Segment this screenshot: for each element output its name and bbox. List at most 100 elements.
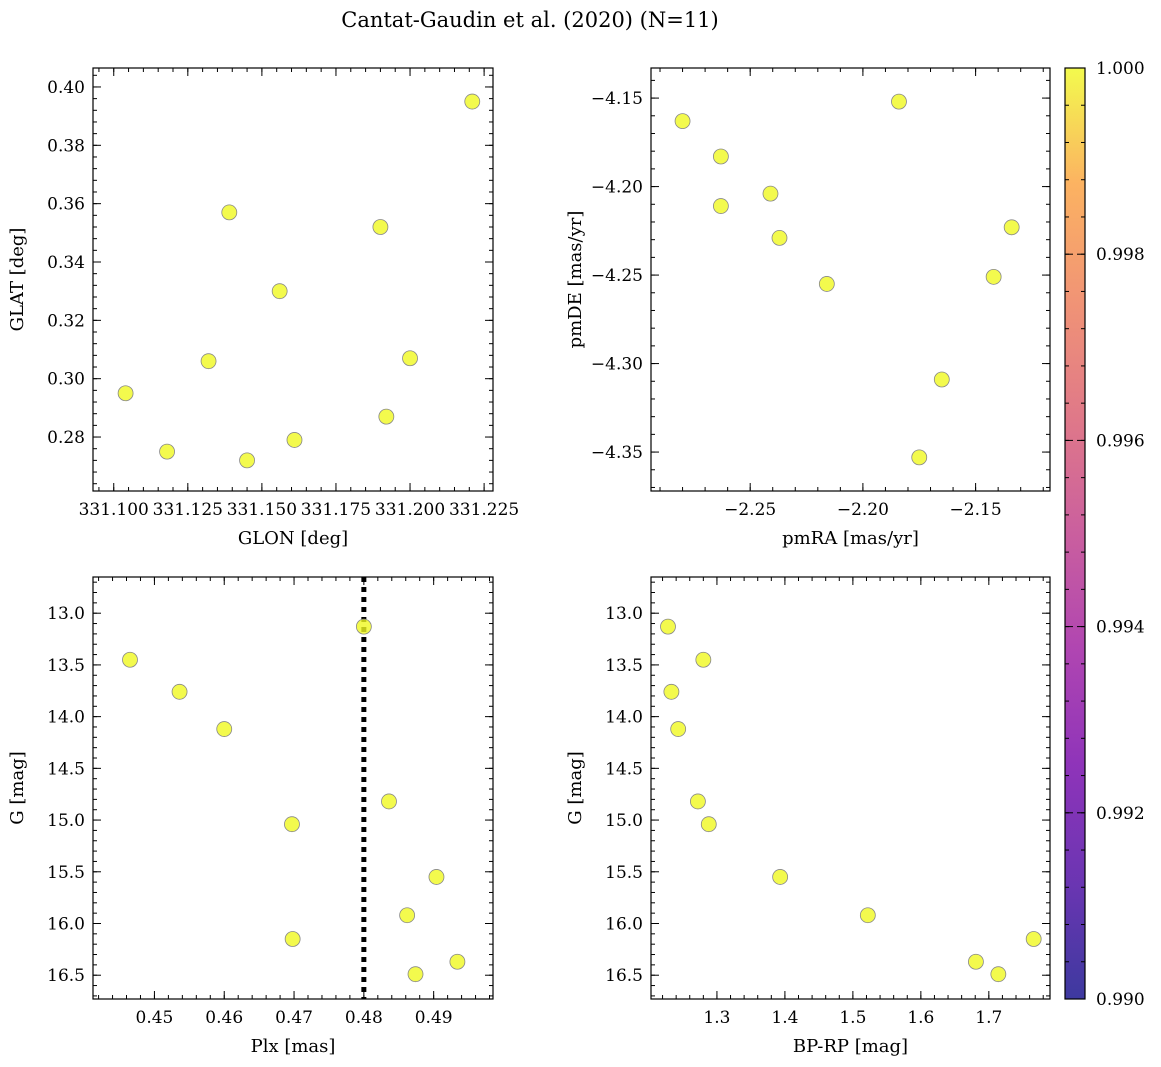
data-point bbox=[663, 683, 680, 700]
data-point bbox=[378, 408, 395, 425]
colorbar-tick-label: 0.990 bbox=[1096, 990, 1145, 1010]
x-axis-label: pmRA [mas/yr] bbox=[782, 528, 919, 549]
x-tick-label: 0.48 bbox=[345, 1008, 383, 1028]
colorbar-tick-label: 0.992 bbox=[1096, 804, 1145, 824]
data-point bbox=[891, 93, 907, 110]
y-tick-label: 13.5 bbox=[605, 656, 643, 676]
x-tick-label: 0.49 bbox=[415, 1008, 453, 1028]
data-point bbox=[402, 350, 418, 367]
y-axis-label: GLAT [deg] bbox=[7, 228, 28, 332]
data-point bbox=[771, 230, 788, 246]
data-point bbox=[911, 449, 928, 466]
data-point bbox=[660, 618, 676, 635]
data-point bbox=[286, 432, 303, 448]
data-point bbox=[859, 907, 876, 924]
y-tick-label: 15.5 bbox=[47, 863, 85, 883]
data-point bbox=[239, 452, 255, 469]
data-point bbox=[933, 371, 950, 388]
panel-3: 0.45 0.46 0.47 0.48 0.49 13.0 13.5 14.0 14.5 15.0… bbox=[7, 576, 494, 1057]
data-point bbox=[407, 966, 424, 983]
y-tick-label: 0.30 bbox=[47, 370, 85, 390]
x-axis-label: Plx [mas] bbox=[251, 1036, 336, 1057]
colorbar-tick-label: 0.998 bbox=[1096, 245, 1145, 265]
x-tick-label: −2.25 bbox=[724, 500, 776, 520]
data-point bbox=[449, 953, 466, 970]
y-tick-label: 14.0 bbox=[47, 708, 85, 728]
data-point bbox=[695, 651, 712, 668]
data-point bbox=[159, 443, 175, 460]
x-tick-label: 331.100 bbox=[79, 500, 149, 520]
y-axis-label: G [mag] bbox=[565, 751, 586, 824]
y-tick-label: 14.5 bbox=[47, 759, 85, 779]
data-point bbox=[990, 966, 1007, 983]
colorbar-gradient bbox=[1065, 68, 1085, 999]
x-tick-label: 1.3 bbox=[703, 1008, 730, 1028]
data-point bbox=[381, 793, 397, 810]
data-point bbox=[372, 219, 389, 235]
data-point bbox=[284, 816, 300, 833]
plot-frame bbox=[650, 67, 1051, 492]
x-axis-label: BP-RP [mag] bbox=[793, 1036, 908, 1057]
y-tick-label: 0.32 bbox=[47, 311, 85, 331]
y-tick-label: 16.5 bbox=[47, 966, 85, 986]
y-tick-label: 0.36 bbox=[47, 195, 85, 215]
y-axis-label: G [mag] bbox=[7, 751, 28, 824]
y-tick-label: 0.28 bbox=[47, 428, 85, 448]
data-point bbox=[762, 185, 779, 202]
data-point bbox=[284, 931, 301, 947]
x-tick-label: 0.45 bbox=[136, 1008, 174, 1028]
y-tick-label: −4.35 bbox=[591, 443, 643, 463]
x-tick-label: 0.46 bbox=[205, 1008, 243, 1028]
x-tick-label: 331.125 bbox=[153, 500, 223, 520]
data-point bbox=[200, 353, 217, 370]
data-point bbox=[271, 283, 288, 300]
x-tick-label: 0.47 bbox=[275, 1008, 313, 1028]
y-tick-label: 14.0 bbox=[605, 708, 643, 728]
data-point bbox=[674, 113, 691, 129]
y-tick-label: 13.5 bbox=[47, 656, 85, 676]
scatter-panels: 331.100 331.125 331.150 331.175 331.200 331.2… bbox=[7, 67, 1051, 1057]
x-tick-label: 1.6 bbox=[907, 1008, 934, 1028]
y-tick-label: 16.0 bbox=[47, 914, 85, 934]
colorbar-frame bbox=[1064, 67, 1086, 1000]
y-tick-label: 16.5 bbox=[605, 966, 643, 986]
x-tick-label: 331.150 bbox=[227, 500, 297, 520]
plot-frame bbox=[92, 67, 494, 492]
x-tick-label: 1.5 bbox=[839, 1008, 866, 1028]
y-tick-label: 15.0 bbox=[605, 811, 643, 831]
data-point bbox=[355, 618, 372, 635]
y-tick-label: 14.5 bbox=[605, 759, 643, 779]
data-point bbox=[985, 268, 1002, 285]
y-tick-label: 15.5 bbox=[605, 863, 643, 883]
y-tick-label: 0.34 bbox=[47, 253, 85, 273]
data-point bbox=[772, 869, 789, 885]
y-tick-label: 13.0 bbox=[47, 604, 85, 624]
data-point bbox=[464, 93, 481, 110]
x-tick-label: 331.200 bbox=[375, 500, 445, 520]
x-axis-label: GLON [deg] bbox=[238, 528, 348, 549]
y-tick-label: 0.40 bbox=[47, 78, 85, 98]
data-point bbox=[670, 721, 687, 737]
data-point bbox=[700, 816, 717, 833]
y-tick-label: 0.38 bbox=[47, 136, 85, 156]
panel-2: −2.25 −2.20 −2.15 −4.35 −4.30 −4.25 −4.20 −4.15… bbox=[565, 67, 1051, 549]
y-tick-label: −4.30 bbox=[591, 355, 643, 375]
y-axis-label: pmDE [mas/yr] bbox=[565, 211, 586, 349]
data-point bbox=[117, 385, 134, 402]
data-point bbox=[221, 204, 238, 221]
x-tick-label: 1.7 bbox=[975, 1008, 1002, 1028]
plot-frame bbox=[650, 576, 1051, 1000]
data-point bbox=[171, 683, 188, 700]
figure-title: Cantat-Gaudin et al. (2020) (N=11) bbox=[341, 8, 719, 32]
data-point bbox=[1003, 219, 1020, 236]
panel-4: 1.3 1.4 1.5 1.6 1.7 13.0 13.5 14.0 14.5 15.0 15.5 1… bbox=[565, 576, 1051, 1057]
data-point bbox=[399, 907, 416, 924]
data-point bbox=[122, 651, 138, 668]
data-point bbox=[690, 793, 706, 810]
data-point bbox=[712, 148, 729, 165]
y-tick-label: −4.20 bbox=[591, 178, 643, 198]
panel-1: 331.100 331.125 331.150 331.175 331.200 331.2… bbox=[7, 67, 519, 549]
x-tick-label: 1.4 bbox=[771, 1008, 798, 1028]
colorbar-tick-label: 0.994 bbox=[1096, 618, 1145, 638]
